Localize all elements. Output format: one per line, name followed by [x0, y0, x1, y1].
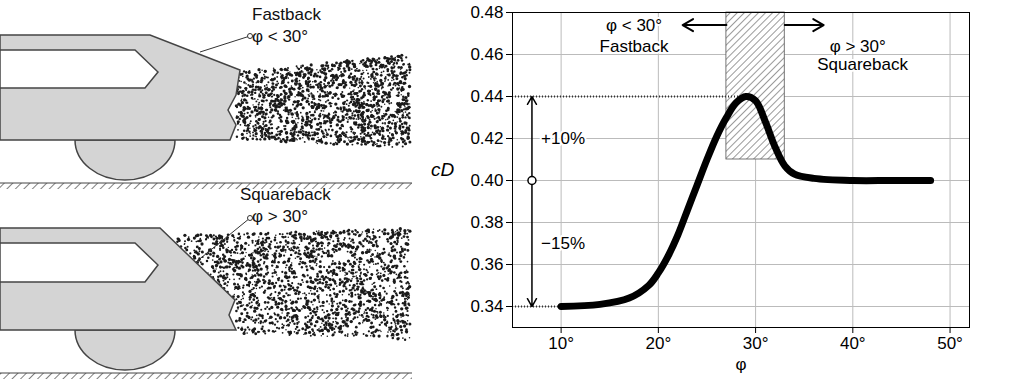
svg-text:Squareback: Squareback — [817, 55, 908, 74]
svg-text:0.34: 0.34 — [470, 297, 503, 316]
svg-text:φ > 30°: φ > 30° — [252, 207, 308, 226]
svg-text:20°: 20° — [645, 334, 671, 353]
svg-text:50°: 50° — [937, 334, 963, 353]
svg-text:+10%: +10% — [541, 129, 585, 148]
svg-text:Fastback: Fastback — [600, 37, 669, 56]
svg-text:0.42: 0.42 — [470, 129, 503, 148]
svg-text:φ: φ — [735, 355, 746, 374]
svg-text:0.44: 0.44 — [470, 87, 503, 106]
svg-text:φ > 30°: φ > 30° — [830, 37, 886, 56]
svg-text:0.46: 0.46 — [470, 45, 503, 64]
svg-text:Squareback: Squareback — [240, 185, 331, 204]
svg-text:0.40: 0.40 — [470, 171, 503, 190]
svg-text:−15%: −15% — [541, 234, 585, 253]
svg-text:Fastback: Fastback — [252, 5, 321, 24]
svg-text:40°: 40° — [840, 334, 866, 353]
svg-text:30°: 30° — [743, 334, 769, 353]
svg-text:0.48: 0.48 — [470, 3, 503, 22]
svg-text:0.38: 0.38 — [470, 213, 503, 232]
svg-text:φ < 30°: φ < 30° — [606, 16, 662, 35]
svg-text:φ < 30°: φ < 30° — [252, 27, 308, 46]
svg-text:10°: 10° — [548, 334, 574, 353]
svg-text:cD: cD — [431, 159, 455, 180]
svg-text:0.36: 0.36 — [470, 255, 503, 274]
